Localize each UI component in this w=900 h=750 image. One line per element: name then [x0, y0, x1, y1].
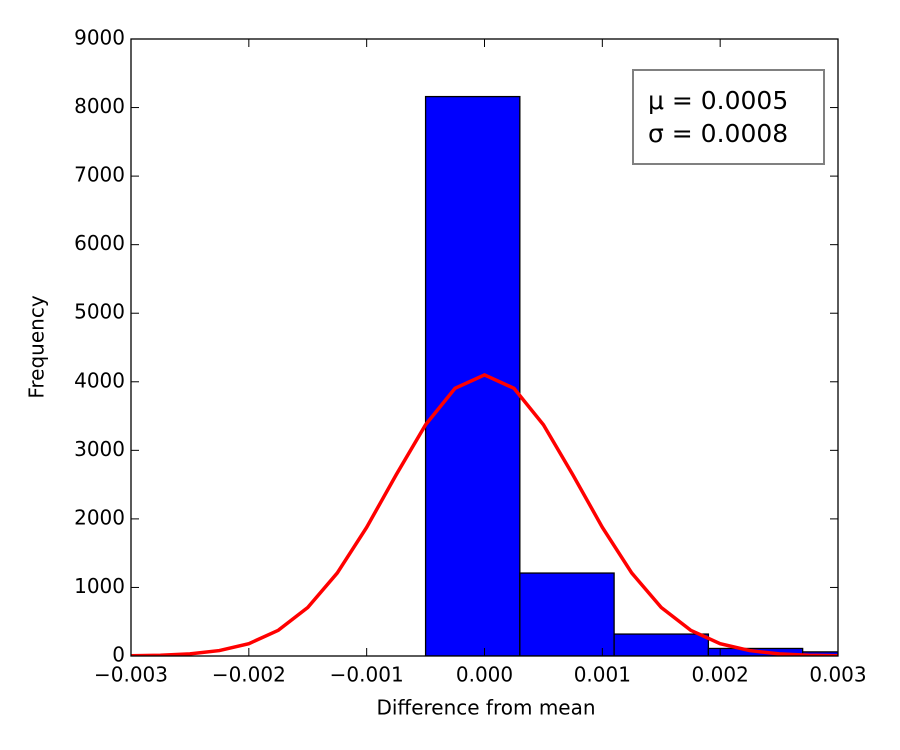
y-tick-label: 2000 — [74, 505, 125, 529]
y-tick-label: 4000 — [74, 368, 125, 392]
x-tick-label: −0.001 — [330, 663, 404, 687]
x-tick-label: 0.002 — [692, 663, 749, 687]
y-tick-label: 7000 — [74, 163, 125, 187]
x-tick-label: 0.000 — [456, 663, 513, 687]
annotation-box — [632, 69, 825, 165]
annotation: σ = 0.0008 — [648, 119, 788, 148]
y-tick-label: 8000 — [74, 94, 125, 118]
y-tick-label: 5000 — [74, 300, 125, 324]
annotation: μ = 0.0005 — [648, 86, 788, 115]
histogram-bar — [519, 572, 615, 656]
y-tick-label: 6000 — [74, 231, 125, 255]
x-tick-label: −0.002 — [212, 663, 286, 687]
y-tick-label: 9000 — [74, 26, 125, 50]
x-tick-label: −0.003 — [94, 663, 168, 687]
histogram-bar — [424, 95, 521, 656]
x-tick-label: 0.001 — [574, 663, 631, 687]
y-tick-label: 1000 — [74, 574, 125, 598]
y-tick-label: 0 — [112, 643, 125, 667]
y-axis-label: Frequency — [25, 295, 49, 398]
x-axis-label: Difference from mean — [376, 696, 595, 720]
fit-curve — [131, 373, 838, 656]
x-tick-label: 0.003 — [809, 663, 866, 687]
y-tick-label: 3000 — [74, 437, 125, 461]
histogram-bar — [613, 633, 710, 656]
